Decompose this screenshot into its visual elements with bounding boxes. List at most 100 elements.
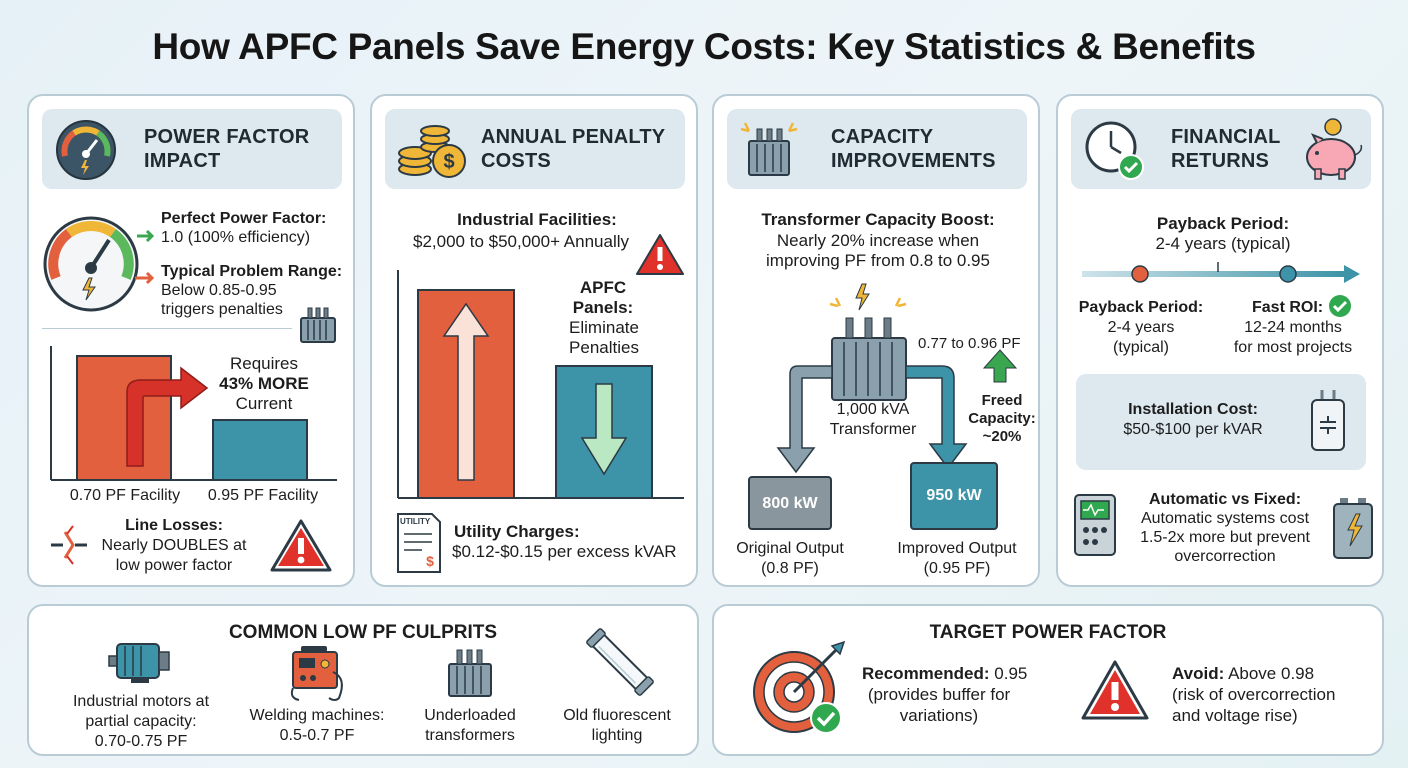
recommended-line-3: variations) [899,706,979,725]
power-factor-divider [42,328,292,329]
line-break-icon [51,525,87,565]
penalty-title-2: COSTS [481,150,551,172]
capacity-header: CAPACITY IMPROVEMENTS [727,109,1027,189]
more-current-text: 43% MORE [219,374,309,393]
transformers-text-1: Underloaded [424,707,516,724]
timeline-arrow [1082,262,1360,283]
installation-value: $50-$100 per kVAR [1123,421,1263,438]
bar-070-label: 0.70 PF Facility [69,487,181,504]
utility-label: Utility Charges: [454,522,580,541]
problem-range-value-2: triggers penalties [161,301,283,318]
power-factor-gauge-icon [43,216,155,312]
recommended-value: 0.95 [994,664,1028,683]
transformers-text-2: transformers [425,727,515,744]
original-output-label-1: Original Output [736,540,844,557]
penalty-bar-chart [397,270,684,499]
payback-value-1: 2-4 years [1107,319,1175,336]
perfect-pf-label: Perfect Power Factor: [161,210,327,227]
motors-text-2: partial capacity: [85,713,197,730]
piggy-bank-icon [1306,118,1363,180]
welding-text-2: 0.5-0.7 PF [279,727,355,744]
page-title: How APFC Panels Save Energy Costs: Key S… [152,26,1256,67]
warning-icon [636,234,684,275]
apfc-text-4: Penalties [569,338,639,357]
transformer-label-2: Transformer [829,421,917,438]
check-icon [1329,295,1351,317]
problem-range-label: Typical Problem Range: [161,263,343,280]
controller-icon [1074,494,1116,556]
power-factor-header: POWER FACTOR IMPACT [42,109,342,189]
line-losses-value-2: low power factor [115,557,233,574]
culprits-card: COMMON LOW PF CULPRITS Industrial motors… [27,604,699,756]
capacitor-icon [1311,390,1345,451]
freed-label-1: Freed [981,392,1023,409]
original-output-value: 800 kW [762,495,818,512]
facilities-label: Industrial Facilities: [457,210,617,229]
financial-title-1: FINANCIAL [1171,126,1281,148]
target-card: TARGET POWER FACTOR Recommended: 0.95 (p… [712,604,1384,756]
motors-text-3: 0.70-0.75 PF [94,733,188,750]
current-text: Current [235,394,293,413]
original-output-box [748,476,832,530]
recommended-line-2: (provides buffer for [867,685,1011,704]
transformer-label-1: 1,000 kVA [836,401,910,418]
auto-vs-fixed-value-1: Automatic systems cost [1140,510,1310,527]
power-factor-title-2: IMPACT [144,150,221,172]
avoid-value: Above 0.98 [1228,664,1315,683]
utility-value: $0.12-$0.15 per excess kVAR [452,542,677,561]
gauge-icon [56,120,116,180]
boost-value-1: Nearly 20% increase when [776,231,980,250]
financial-card: FINANCIAL RETURNS Payback Period: 2-4 ye… [1056,94,1384,587]
roi-value-1: 12-24 months [1244,319,1342,336]
payback-top-value: 2-4 years (typical) [1155,234,1291,253]
warning-icon [270,519,332,572]
installation-label: Installation Cost: [1128,401,1258,418]
freed-label-3: ~20% [982,428,1022,445]
svg-text:$: $ [443,151,454,173]
target-title: TARGET POWER FACTOR [929,622,1167,643]
facilities-value: $2,000 to $50,000+ Annually [413,232,629,251]
bar-095-pf [212,419,308,481]
transformer-icon [448,649,492,697]
apfc-text-2: Panels: [572,298,634,317]
roi-value-2: for most projects [1233,339,1353,356]
pf-range-label: 0.77 to 0.96 PF [918,335,1021,352]
welder-icon [290,646,343,701]
boost-value-2: improving PF from 0.8 to 0.95 [766,251,990,270]
recommended-line-1: Recommended: 0.95 [862,664,1027,684]
avoid-line-1: Avoid: Above 0.98 [1172,664,1314,684]
target-icon [753,640,846,734]
utility-icon-text: UTILITY [400,517,431,526]
capacity-flow-diagram [776,283,1018,474]
financial-title-2: RETURNS [1171,150,1270,172]
avoid-label: Avoid: [1172,664,1225,683]
auto-vs-fixed-label: Automatic vs Fixed: [1148,491,1302,508]
line-losses-label: Line Losses: [125,517,223,534]
payback-top-label: Payback Period: [1156,214,1290,233]
perfect-pf-value: 1.0 (100% efficiency) [161,229,311,246]
auto-vs-fixed-value-3: overcorrection [1174,548,1276,565]
transformer-icon [740,122,798,176]
culprits-title: COMMON LOW PF CULPRITS [228,622,498,643]
coins-icon: $ [398,125,466,178]
original-output-label-2: (0.8 PF) [761,560,819,577]
penalty-header: $ ANNUAL PENALTY COSTS [385,109,685,189]
roi-label: Fast ROI: [1252,299,1324,316]
utility-bill-icon: $ [397,513,441,573]
line-losses-value-1: Nearly DOUBLES at [101,537,247,554]
welding-text-1: Welding machines: [249,707,385,724]
payback-label: Payback Period: [1078,299,1204,316]
lighting-text-1: Old fluorescent [563,707,671,724]
lighting-text-2: lighting [591,727,643,744]
power-factor-card: POWER FACTOR IMPACT Perfect Power Factor… [27,94,355,587]
apfc-text-1: APFC [579,278,627,297]
boost-label: Transformer Capacity Boost: [761,210,995,229]
improved-output-value: 950 kW [926,487,982,504]
bar-095-label: 0.95 PF Facility [207,487,319,504]
svg-text:$: $ [426,553,434,569]
motor-icon [108,643,170,683]
recommended-label: Recommended: [862,664,990,683]
capacity-title-2: IMPROVEMENTS [831,150,996,172]
freed-label-2: Capacity: [968,410,1036,427]
apfc-text-3: Eliminate [569,318,639,337]
